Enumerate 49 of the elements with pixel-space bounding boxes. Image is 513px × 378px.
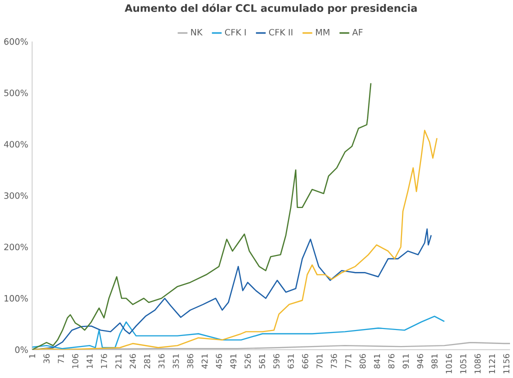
x-tick-label: 631 (288, 354, 294, 369)
x-tick-label: 246 (130, 354, 136, 369)
x-tick-label: 1121 (488, 354, 495, 374)
line-series (32, 82, 372, 350)
y-tick-label: 100% (4, 295, 28, 302)
legend-label: NK (191, 29, 203, 36)
x-tick-label: 1 (29, 354, 36, 358)
y-tick-label: 300% (4, 192, 28, 200)
x-tick-label: 71 (58, 354, 64, 364)
x-tick-label: 981 (431, 354, 438, 369)
x-tick-label: 876 (388, 354, 394, 369)
x-tick-label: 176 (100, 354, 108, 368)
x-tick-label: 281 (144, 354, 150, 369)
x-tick-label: 491 (230, 354, 236, 369)
x-tick-label: 561 (258, 354, 266, 368)
chart-title: Aumento del dólar CCL acumulado por presidencia (124, 4, 417, 14)
x-tick-label: 806 (360, 354, 366, 369)
y-tick-label: 400% (4, 141, 28, 148)
x-tick-label: 36 (43, 354, 50, 364)
x-tick-label: 386 (187, 354, 194, 368)
legend-label: CFK I (225, 29, 246, 36)
x-tick-label: 211 (115, 354, 122, 369)
x-tick-label: 911 (402, 354, 409, 369)
x-tick-label: 456 (216, 354, 222, 369)
x-tick-label: 526 (244, 354, 251, 368)
x-tick-label: 666 (302, 354, 308, 369)
x-tick-label: 351 (172, 354, 179, 368)
x-tick-label: 701 (316, 354, 323, 368)
line-series (32, 130, 438, 350)
x-tick-label: 421 (202, 354, 208, 369)
x-tick-label: 316 (158, 354, 165, 368)
x-tick-label: 1051 (460, 354, 466, 374)
legend-label: MM (316, 29, 330, 36)
x-tick-label: 1016 (446, 354, 452, 374)
x-tick-label: 841 (374, 354, 380, 369)
y-tick-label: 200% (4, 244, 28, 250)
legend-label: AF (352, 29, 363, 36)
x-tick-label: 1086 (474, 354, 481, 374)
x-tick-label: 106 (72, 354, 78, 368)
x-tick-label: 736 (330, 354, 337, 368)
y-tick-label: 600% (4, 38, 28, 45)
legend-label: CFK II (269, 29, 292, 36)
x-tick-label: 141 (86, 354, 93, 368)
x-tick-label: 946 (417, 354, 424, 369)
y-tick-label: 500% (4, 90, 28, 96)
x-tick-label: 1156 (503, 354, 510, 374)
x-tick-label: 596 (273, 354, 280, 368)
x-tick-label: 771 (345, 354, 352, 368)
y-tick-label: 0% (15, 346, 28, 354)
